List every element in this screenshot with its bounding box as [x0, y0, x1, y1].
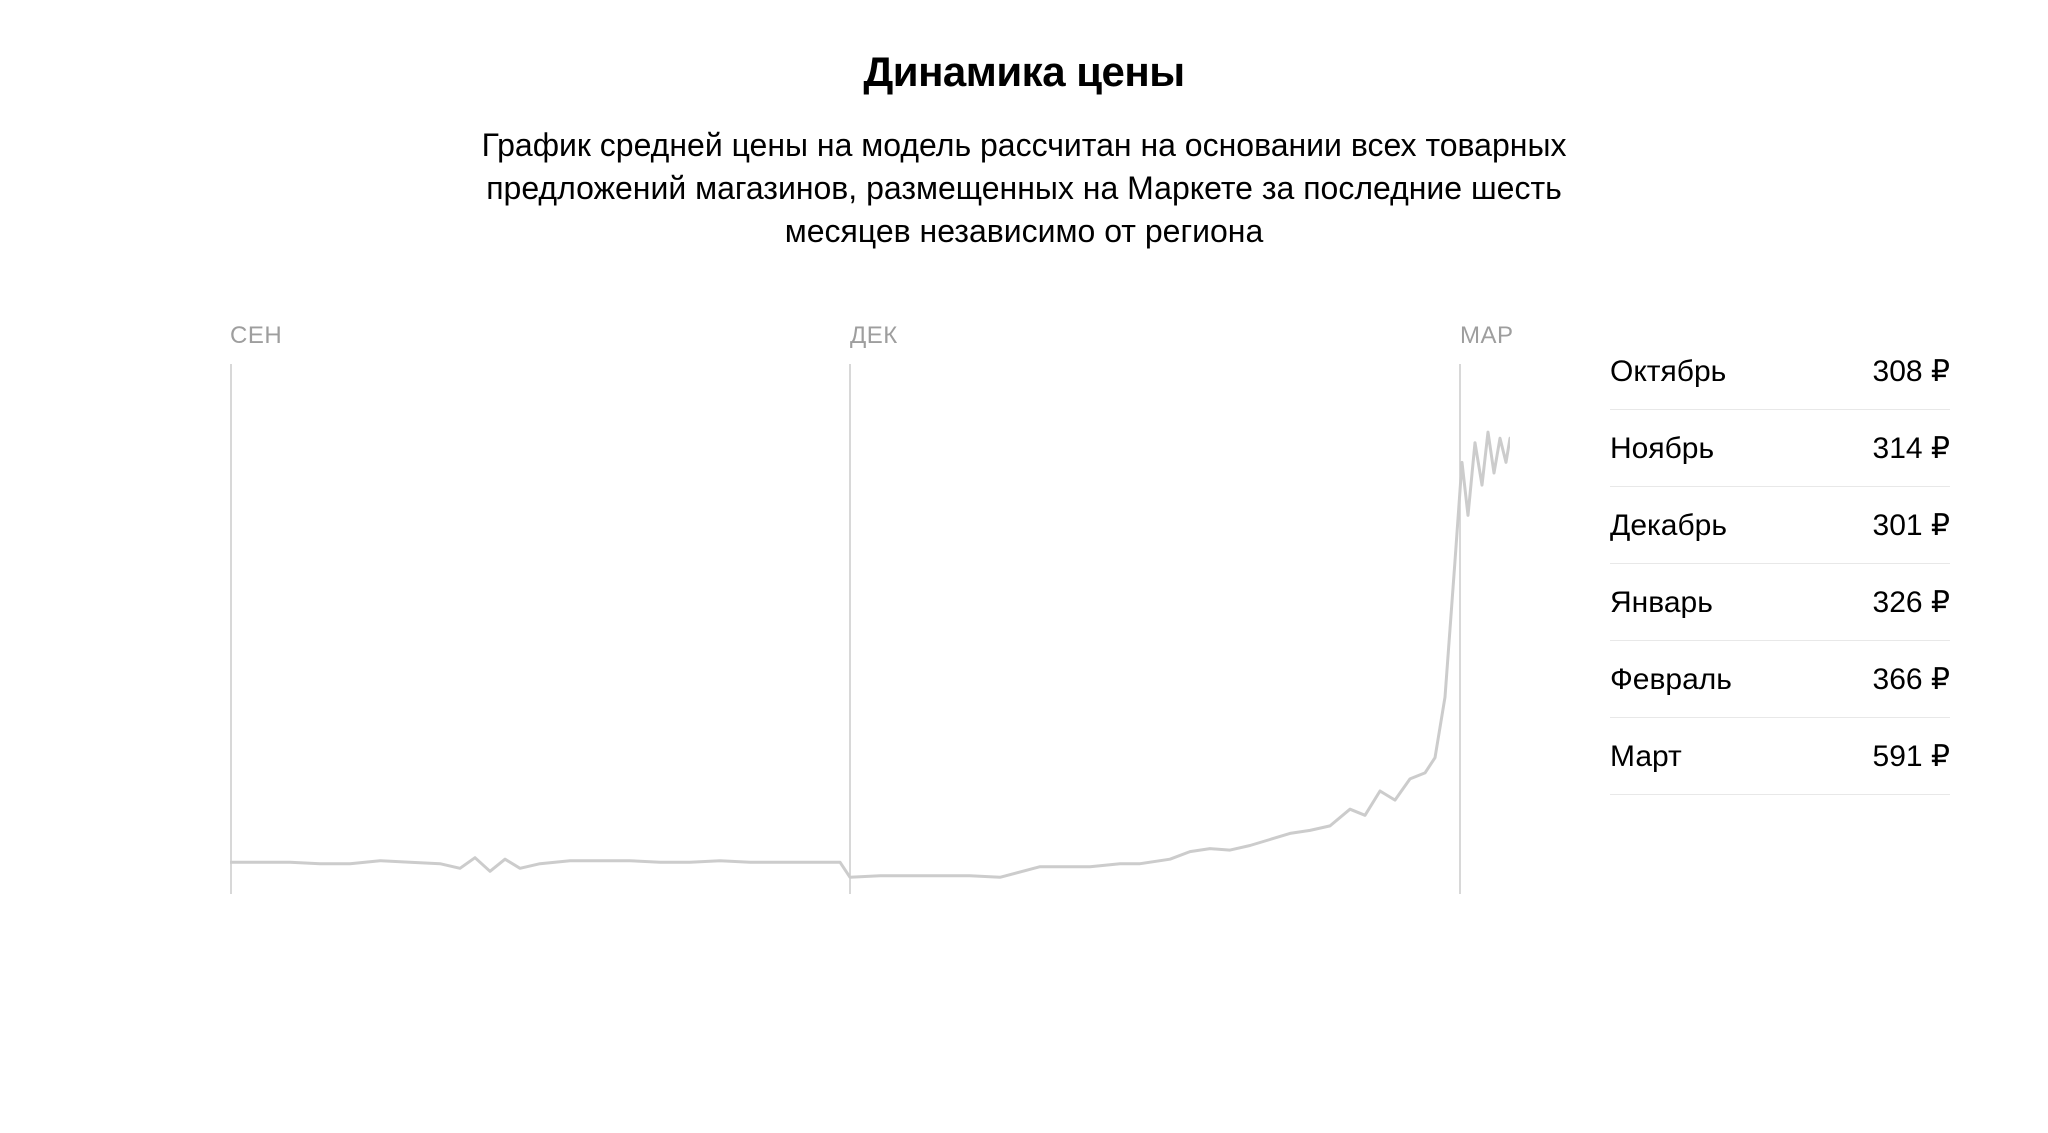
- legend-month-label: Январь: [1610, 586, 1713, 620]
- legend-price-value: 326 ₽: [1873, 585, 1950, 620]
- legend-month-label: Ноябрь: [1610, 432, 1714, 466]
- chart-x-tick-label: ДЕК: [850, 322, 898, 350]
- legend-row: Март 591 ₽: [1610, 718, 1950, 795]
- chart-x-tick-label: СЕН: [230, 322, 282, 350]
- legend-month-label: Декабрь: [1610, 509, 1727, 543]
- page-subtitle: График средней цены на модель рассчитан …: [444, 124, 1604, 254]
- chart-x-axis: СЕНДЕКМАР: [230, 322, 1510, 352]
- legend-price-value: 366 ₽: [1873, 662, 1950, 697]
- price-legend: Октябрь 308 ₽ Ноябрь 314 ₽ Декабрь 301 ₽ Январ…: [1610, 354, 1950, 795]
- price-dynamics-widget: Динамика цены График средней цены на мод…: [0, 48, 2048, 1133]
- legend-month-label: Октябрь: [1610, 355, 1726, 389]
- legend-row: Октябрь 308 ₽: [1610, 354, 1950, 410]
- price-chart: СЕНДЕКМАР: [230, 334, 1510, 894]
- legend-row: Декабрь 301 ₽: [1610, 487, 1950, 564]
- legend-row: Февраль 366 ₽: [1610, 641, 1950, 718]
- legend-price-value: 314 ₽: [1873, 431, 1950, 466]
- chart-price-line: [230, 432, 1510, 877]
- legend-row: Январь 326 ₽: [1610, 564, 1950, 641]
- legend-month-label: Февраль: [1610, 663, 1732, 697]
- chart-svg: [230, 364, 1510, 894]
- content-row: СЕНДЕКМАР Октябрь 308 ₽ Ноябрь 314 ₽ Декабрь…: [0, 334, 2048, 894]
- chart-x-tick-label: МАР: [1460, 322, 1514, 350]
- legend-row: Ноябрь 314 ₽: [1610, 410, 1950, 487]
- legend-price-value: 591 ₽: [1873, 739, 1950, 774]
- legend-price-value: 308 ₽: [1873, 354, 1950, 389]
- legend-price-value: 301 ₽: [1873, 508, 1950, 543]
- page-title: Динамика цены: [0, 48, 2048, 96]
- legend-month-label: Март: [1610, 740, 1682, 774]
